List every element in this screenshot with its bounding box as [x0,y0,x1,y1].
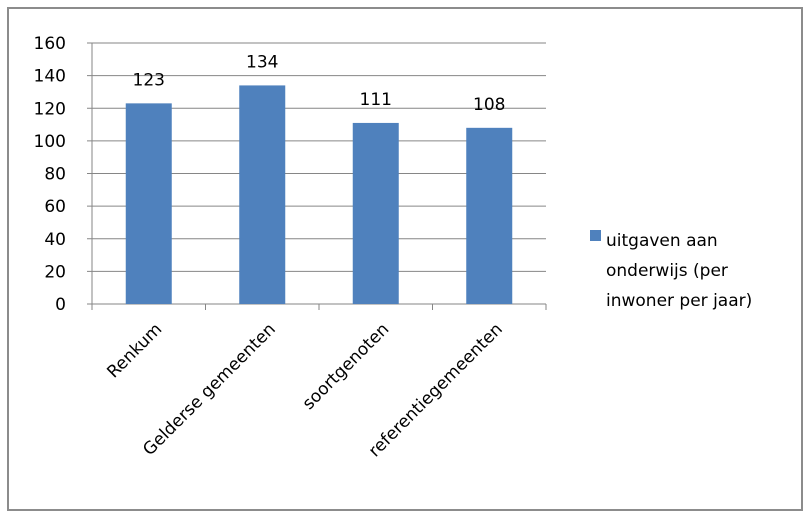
bars [125,85,513,305]
legend-label-line: onderwijs (per [606,261,728,281]
y-tick-label: 100 [34,132,66,152]
category-label: Renkum [103,319,166,382]
y-tick-label: 40 [44,230,66,250]
legend-swatch [590,230,601,241]
bar [466,127,513,304]
category-label: referentiegemeenten [365,319,507,461]
bar [352,122,399,305]
legend-label-line: inwoner per jaar) [606,291,752,311]
legend: uitgaven aan onderwijs (per inwoner per … [590,230,752,311]
y-tick-label: 140 [34,67,66,87]
category-label: soortgenoten [299,319,393,413]
bar [125,103,172,304]
y-tick-label: 60 [44,197,66,217]
y-tick-labels: 0 20 40 60 80 100 120 140 160 [34,34,66,315]
legend-label-line: uitgaven aan [606,231,718,251]
y-tick-label: 20 [44,262,66,282]
data-label: 123 [133,70,165,90]
data-label: 134 [246,52,278,72]
y-tick-label: 160 [34,34,66,54]
y-tick-label: 80 [44,165,66,185]
category-label: Gelderse gemeenten [139,319,280,460]
data-labels: 123 134 111 108 [133,52,506,114]
y-tick-label: 120 [34,99,66,119]
data-label: 111 [360,90,392,110]
y-tick-label: 0 [55,295,66,315]
data-label: 108 [473,95,505,115]
bar [239,85,286,304]
